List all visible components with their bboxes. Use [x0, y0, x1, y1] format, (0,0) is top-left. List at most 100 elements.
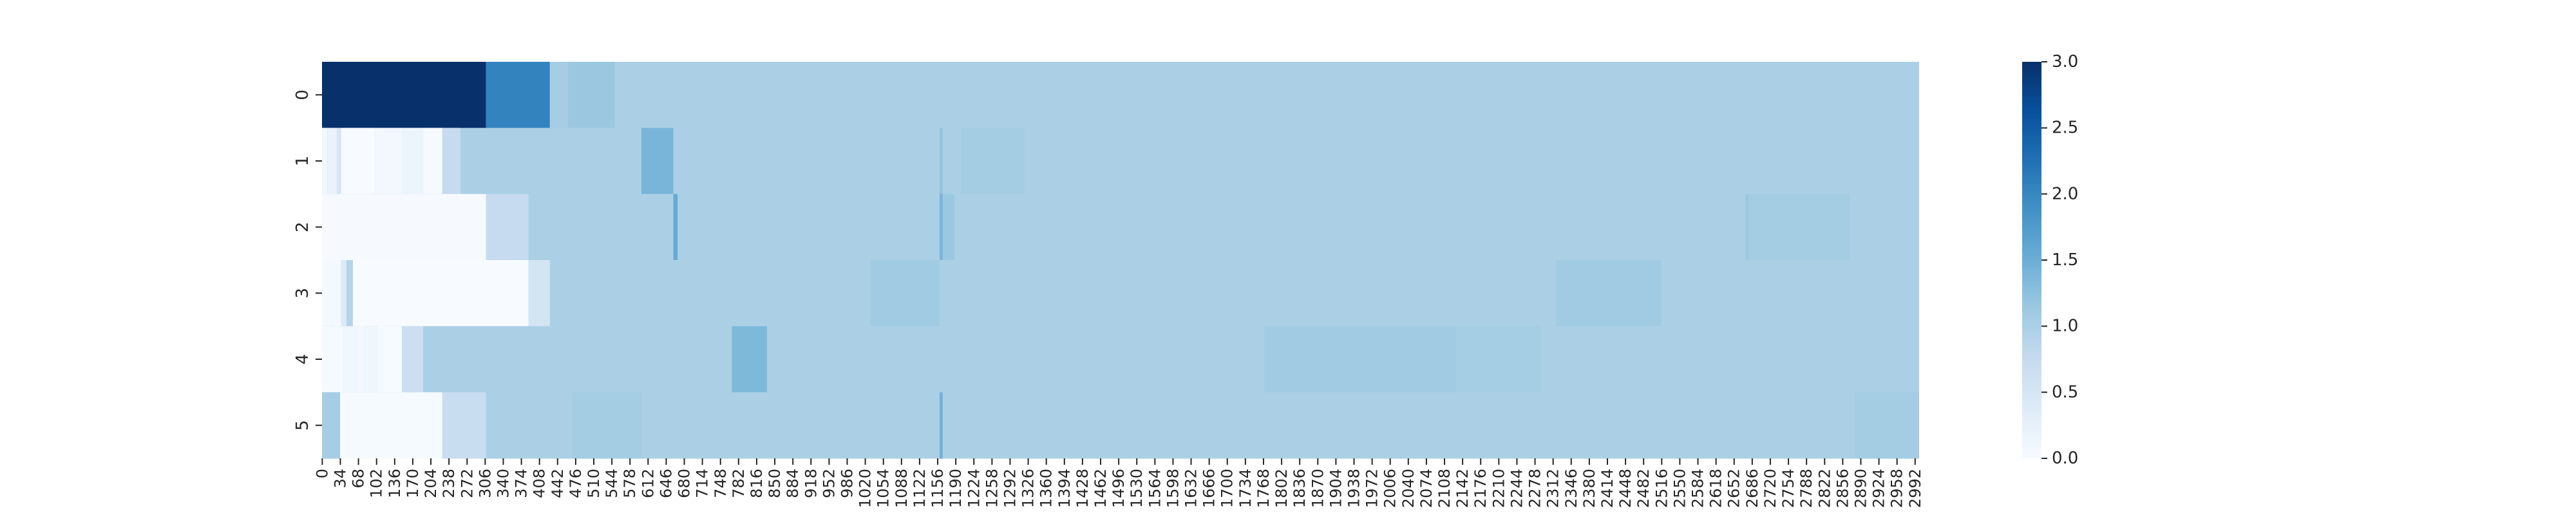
heatmap-cell-row-1-seg-6: [423, 127, 442, 194]
x-tick-label: 1802: [1273, 469, 1291, 508]
x-tick-label: 748: [712, 469, 730, 498]
x-tick-label: 1292: [1001, 469, 1019, 508]
x-tick-label: 1224: [965, 469, 983, 508]
y-tick-label: 5: [293, 420, 312, 431]
x-tick-label: 374: [513, 469, 531, 498]
x-tick-label: 1394: [1056, 469, 1074, 508]
heatmap-cell-row-3-seg-6: [1556, 260, 1662, 327]
heatmap-row-1-base: [322, 127, 1919, 194]
x-tick-label: 510: [585, 469, 603, 498]
x-tick-label: 2210: [1490, 469, 1508, 508]
x-tick-label: 2652: [1725, 469, 1743, 508]
x-tick-label: 1054: [875, 469, 893, 508]
heatmap-row-3-base: [322, 260, 1919, 327]
x-tick-label: 2958: [1888, 469, 1906, 508]
colorbar-tick-label: 2.0: [2052, 184, 2078, 203]
colorbar: 0.0 0.5 1.0 1.5 2.0 2.5 3.0: [2022, 52, 2078, 468]
x-axis: 0 34 68 102 136 170 204 238 272 306 340 374 408 442 47…: [313, 458, 1924, 508]
x-tick-label: 1870: [1309, 469, 1327, 508]
x-tick-label: 1428: [1074, 469, 1092, 508]
heatmap-cell-row-2-seg-1: [486, 194, 529, 261]
colorbar-tick-label: 0.5: [2052, 382, 2078, 402]
heatmap-cell-row-4-seg-0: [322, 326, 344, 393]
x-tick-label: 2856: [1833, 469, 1852, 508]
heatmap-cell-row-1-seg-4: [375, 127, 402, 194]
x-tick-label: 2618: [1707, 469, 1725, 508]
x-tick-label: 2992: [1906, 469, 1924, 508]
x-tick-label: 442: [549, 469, 567, 498]
heatmap-cell-row-1-seg-10: [961, 127, 1025, 194]
colorbar-tick-label: 1.5: [2052, 250, 2078, 270]
x-tick-label: 850: [766, 469, 784, 498]
x-tick-label: 1666: [1200, 469, 1218, 508]
heatmap-cell-row-4-seg-1: [343, 326, 356, 393]
heatmap-cell-row-1-seg-1: [327, 127, 337, 194]
heatmap-cell-row-3-seg-4: [528, 260, 550, 327]
x-tick-label: 1496: [1110, 469, 1128, 508]
x-tick-label: 2278: [1526, 469, 1544, 508]
x-tick-label: 2482: [1634, 469, 1653, 508]
x-tick-label: 1972: [1363, 469, 1381, 508]
x-tick-label: 2448: [1616, 469, 1634, 508]
x-tick-label: 1360: [1037, 469, 1056, 508]
x-tick-label: 2380: [1580, 469, 1598, 508]
x-tick-label: 2040: [1399, 469, 1417, 508]
x-tick-label: 2516: [1653, 469, 1671, 508]
heatmap-cell-row-0-seg-0: [322, 62, 486, 129]
heatmap-cell-row-0-seg-3: [567, 62, 615, 129]
x-tick-label: 1258: [983, 469, 1001, 508]
x-tick-label: 1904: [1327, 469, 1345, 508]
heatmap-cell-row-4-seg-8: [1455, 326, 1542, 393]
x-tick-label: 204: [422, 469, 440, 498]
heatmap-cell-row-2-seg-3: [939, 194, 943, 261]
x-tick-label: 2822: [1815, 469, 1833, 508]
heatmap-cell-row-1-seg-3: [341, 127, 375, 194]
x-tick-label: 1700: [1218, 469, 1236, 508]
heatmap-cell-row-5-seg-0: [322, 392, 341, 459]
x-tick-label: 714: [694, 469, 712, 498]
heatmap-row-2-base: [322, 194, 1919, 261]
x-tick-label: 2414: [1598, 469, 1616, 508]
x-tick-label: 34: [332, 469, 350, 489]
heatmap-cell-row-1-seg-2: [337, 127, 341, 194]
x-tick-label: 1156: [929, 469, 947, 508]
x-tick-label: 612: [639, 469, 657, 498]
x-tick-label: 0: [313, 469, 331, 478]
x-tick-label: 1462: [1092, 469, 1110, 508]
x-tick-label: 306: [476, 469, 494, 498]
heatmap-cell-row-2-seg-0: [322, 194, 486, 261]
x-tick-label: 578: [621, 469, 639, 498]
y-tick-label: 2: [293, 221, 312, 232]
x-tick-label: 1598: [1164, 469, 1182, 508]
x-tick-label: 884: [784, 469, 802, 498]
heatmap-cell-row-2-seg-6: [1748, 194, 1850, 261]
colorbar-tick-label: 0.0: [2052, 449, 2078, 468]
heatmap-cell-row-2-seg-5: [1745, 194, 1749, 261]
colorbar-tick-label: 2.5: [2052, 118, 2078, 138]
x-tick-label: 816: [748, 469, 766, 498]
x-tick-label: 986: [838, 469, 857, 498]
heatmap-cell-row-5-seg-1: [340, 392, 442, 459]
x-tick-label: 918: [802, 469, 820, 498]
colorbar-tick-label: 3.0: [2052, 52, 2078, 71]
y-axis: 0 1 2 3 4 5: [293, 89, 322, 431]
heatmap-cell-row-1-seg-9: [939, 127, 943, 194]
heatmap-cell-row-4-seg-7: [1264, 326, 1456, 393]
heatmap-cell-row-4-seg-2: [355, 326, 365, 393]
x-tick-label: 238: [440, 469, 458, 498]
heatmap-cell-row-4-seg-4: [377, 326, 402, 393]
x-tick-label: 1088: [893, 469, 911, 508]
colorbar-gradient: [2022, 62, 2041, 458]
heatmap-cell-row-3-seg-1: [341, 260, 347, 327]
heatmap-cell-row-3-seg-5: [870, 260, 940, 327]
x-tick-label: 2720: [1761, 469, 1779, 508]
x-tick-label: 476: [567, 469, 585, 498]
y-tick-label: 4: [293, 354, 312, 365]
heatmap-cell-row-1-seg-7: [442, 127, 460, 194]
x-tick-label: 1564: [1146, 469, 1164, 508]
heatmap-row-5-base: [322, 392, 1919, 459]
x-tick-label: 2312: [1544, 469, 1562, 508]
x-tick-label: 1020: [857, 469, 875, 508]
x-tick-label: 408: [531, 469, 549, 498]
